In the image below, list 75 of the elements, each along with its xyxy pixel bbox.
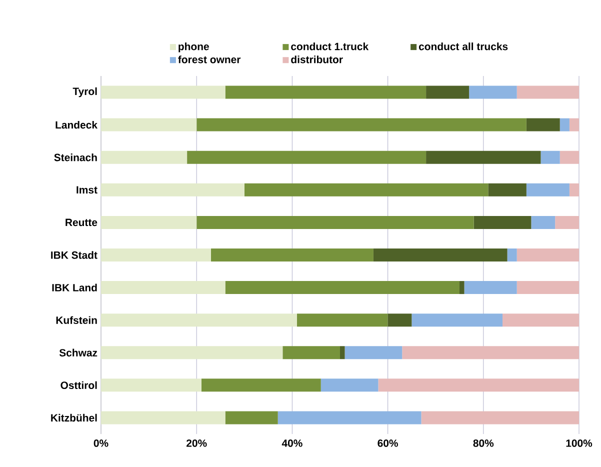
bar: [426, 150, 541, 164]
bar: [344, 346, 402, 360]
bar: [101, 118, 197, 132]
bar: [101, 346, 283, 360]
x-tick-label: 80%: [473, 440, 494, 447]
bar: [526, 118, 560, 132]
bar: [402, 346, 580, 360]
bar: [201, 378, 321, 392]
y-tick-label: Tyrol: [72, 87, 97, 98]
bar: [531, 216, 556, 229]
bar: [101, 86, 226, 99]
bar: [373, 248, 508, 262]
bar: [516, 86, 580, 99]
x-tick-label: 0%: [94, 440, 108, 447]
bar: [101, 150, 188, 164]
bar: [474, 216, 532, 229]
bar: [502, 314, 580, 327]
bar: [320, 378, 378, 392]
bar: [555, 216, 580, 229]
y-tick-label: Landeck: [56, 120, 98, 129]
bar: [101, 216, 197, 229]
bar: [560, 150, 580, 164]
y-tick-label: Kitzbühel: [51, 414, 97, 422]
legend-label: conduct 1.truck: [291, 42, 369, 50]
y-tick-label: Osttirol: [60, 381, 97, 390]
y-tick-label: IBK Land: [52, 284, 97, 292]
bar: [101, 314, 297, 327]
bar: [507, 248, 517, 262]
x-tick-label: 40%: [282, 440, 302, 447]
bar: [540, 150, 560, 164]
bar: [210, 248, 374, 262]
y-tick-label: Imst: [76, 186, 98, 194]
bar: [278, 411, 422, 424]
bar: [412, 314, 503, 327]
bar: [187, 150, 426, 164]
legend-label: phone: [178, 42, 209, 52]
bar: [526, 183, 570, 196]
bar: [196, 118, 526, 132]
bar: [569, 183, 580, 196]
bar: [560, 118, 570, 132]
bar: [469, 86, 517, 99]
bar: [101, 248, 211, 262]
bar: [421, 411, 580, 424]
bar: [464, 281, 517, 294]
bar: [569, 118, 580, 132]
bar: [460, 281, 464, 294]
x-tick-label: 20%: [186, 440, 207, 447]
bar: [516, 248, 580, 262]
bar: [516, 281, 580, 294]
bar: [196, 216, 474, 229]
x-tick-label: 100%: [566, 440, 592, 447]
bar: [101, 183, 244, 196]
legend-label: distributor: [291, 56, 343, 64]
bar: [225, 411, 278, 424]
bar: [296, 314, 388, 327]
bar: [244, 183, 488, 196]
legend-label: conduct all trucks: [418, 42, 508, 50]
y-tick-label: Reutte: [66, 218, 98, 226]
bar: [488, 183, 526, 196]
bar: [426, 86, 470, 99]
bar: [388, 314, 412, 327]
bar: [225, 281, 460, 294]
bar: [101, 378, 202, 392]
bar: [101, 281, 226, 294]
legend-label: forest owner: [178, 56, 241, 64]
bar: [340, 346, 345, 360]
bar: [101, 411, 226, 424]
bar: [282, 346, 340, 360]
y-tick-label: Steinach: [54, 154, 97, 162]
y-tick-label: Kufstein: [56, 316, 97, 324]
y-tick-label: IBK Stadt: [51, 251, 98, 259]
y-tick-label: Schwaz: [59, 348, 98, 356]
x-tick-label: 60%: [378, 440, 398, 447]
bar: [225, 86, 426, 99]
bar: [378, 378, 580, 392]
